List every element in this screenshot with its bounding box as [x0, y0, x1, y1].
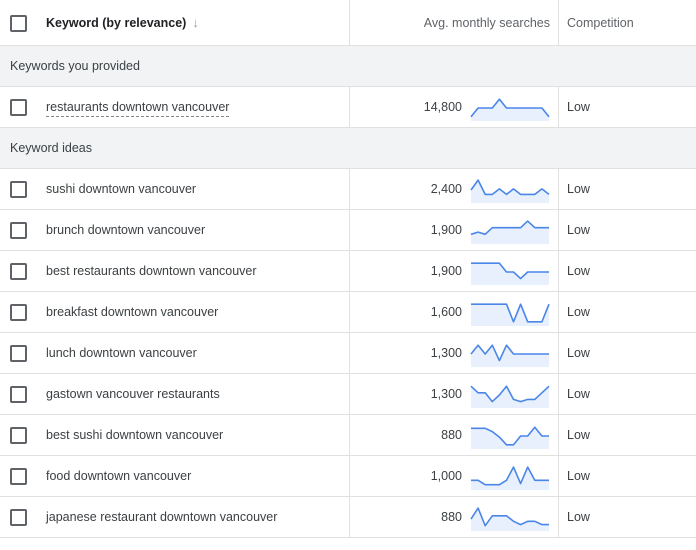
sort-arrow-down-icon[interactable]: ↓ — [192, 15, 199, 30]
trend-sparkline[interactable] — [469, 341, 551, 367]
avg-monthly-searches-value: 1,600 — [430, 305, 462, 319]
trend-area — [471, 263, 549, 285]
row-checkbox[interactable] — [10, 509, 27, 526]
trend-sparkline[interactable] — [469, 505, 551, 531]
table-row[interactable]: japanese restaurant downtown vancouver 88… — [0, 497, 696, 538]
table-row[interactable]: breakfast downtown vancouver 1,600 Low — [0, 292, 696, 333]
avg-monthly-searches-value: 1,900 — [430, 264, 462, 278]
trend-sparkline[interactable] — [469, 464, 551, 490]
row-checkbox[interactable] — [10, 99, 27, 116]
table-row[interactable]: best restaurants downtown vancouver 1,900… — [0, 251, 696, 292]
table-row[interactable]: restaurants downtown vancouver 14,800 Low — [0, 87, 696, 128]
trend-line — [470, 344, 549, 362]
trend-line — [471, 466, 549, 486]
trend-line — [471, 262, 549, 280]
row-checkbox[interactable] — [10, 222, 27, 239]
trend-area — [471, 386, 549, 408]
row-checkbox[interactable] — [10, 263, 27, 280]
avg-monthly-searches-value: 880 — [441, 510, 462, 524]
trend-area — [471, 180, 549, 203]
keyword-column-header[interactable]: Keyword (by relevance) ↓ — [46, 0, 199, 46]
select-all-checkbox[interactable] — [10, 14, 27, 32]
keyword-text: gastown vancouver restaurants — [46, 387, 220, 401]
avg-monthly-searches-value: 1,300 — [430, 387, 462, 401]
trend-sparkline[interactable] — [469, 218, 551, 244]
trend-area — [471, 99, 549, 121]
trend-sparkline[interactable] — [469, 95, 551, 121]
table-row[interactable]: sushi downtown vancouver 2,400 Low — [0, 169, 696, 210]
avg-monthly-searches-value: 1,900 — [430, 223, 462, 237]
keyword-text: breakfast downtown vancouver — [46, 305, 219, 319]
table-row[interactable]: brunch downtown vancouver 1,900 Low — [0, 210, 696, 251]
keyword-text: food downtown vancouver — [46, 469, 192, 483]
keyword-text: japanese restaurant downtown vancouver — [46, 510, 278, 524]
section-label: Keywords you provided — [10, 59, 140, 73]
row-checkbox[interactable] — [10, 427, 27, 444]
section-label: Keyword ideas — [10, 141, 92, 155]
competition-value: Low — [567, 346, 590, 360]
trend-line — [471, 303, 550, 323]
row-checkbox[interactable] — [10, 386, 27, 403]
column-divider — [349, 0, 350, 538]
keyword-table: Keyword (by relevance) ↓ Avg. monthly sea… — [0, 0, 696, 538]
trend-line — [470, 385, 550, 403]
table-row[interactable]: best sushi downtown vancouver 880 Low — [0, 415, 696, 456]
row-checkbox[interactable] — [10, 468, 27, 485]
keyword-text[interactable]: restaurants downtown vancouver — [46, 87, 230, 127]
avg-monthly-searches-value: 880 — [441, 428, 462, 442]
trend-line — [470, 220, 549, 236]
competition-value: Low — [567, 264, 590, 278]
trend-area — [471, 345, 549, 367]
trend-sparkline[interactable] — [469, 259, 551, 285]
competition-value: Low — [567, 100, 590, 114]
trend-sparkline[interactable] — [469, 177, 551, 203]
competition-value: Low — [567, 469, 590, 483]
trend-area — [471, 221, 549, 244]
keyword-column-label: Keyword (by relevance) — [46, 16, 187, 30]
trend-sparkline[interactable] — [469, 382, 551, 408]
table-header: Keyword (by relevance) ↓ Avg. monthly sea… — [0, 0, 696, 46]
row-checkbox[interactable] — [10, 304, 27, 321]
trend-line — [470, 98, 550, 118]
keyword-text: best restaurants downtown vancouver — [46, 264, 257, 278]
competition-value: Low — [567, 223, 590, 237]
trend-area — [471, 427, 549, 449]
trend-area — [471, 467, 549, 490]
trend-sparkline[interactable] — [469, 300, 551, 326]
avg-monthly-searches-value: 14,800 — [423, 100, 462, 114]
avg-monthly-searches-header[interactable]: Avg. monthly searches — [423, 16, 550, 30]
table-row[interactable]: gastown vancouver restaurants 1,300 Low — [0, 374, 696, 415]
column-divider — [558, 0, 559, 538]
trend-line — [470, 179, 550, 196]
avg-monthly-searches-value: 2,400 — [430, 182, 462, 196]
section-keywords-provided: Keywords you provided — [0, 46, 696, 87]
trend-line — [470, 507, 549, 527]
table-row[interactable]: lunch downtown vancouver 1,300 Low — [0, 333, 696, 374]
row-checkbox[interactable] — [10, 181, 27, 198]
competition-value: Low — [567, 428, 590, 442]
avg-monthly-searches-value: 1,300 — [430, 346, 462, 360]
table-row[interactable]: food downtown vancouver 1,000 Low — [0, 456, 696, 497]
keyword-text: brunch downtown vancouver — [46, 223, 206, 237]
competition-value: Low — [567, 305, 590, 319]
competition-value: Low — [567, 387, 590, 401]
avg-monthly-searches-value: 1,000 — [430, 469, 462, 483]
section-keyword-ideas: Keyword ideas — [0, 128, 696, 169]
keyword-text: lunch downtown vancouver — [46, 346, 197, 360]
competition-value: Low — [567, 182, 590, 196]
competition-value: Low — [567, 510, 590, 524]
trend-sparkline[interactable] — [469, 423, 551, 449]
row-checkbox[interactable] — [10, 345, 27, 362]
trend-line — [471, 426, 549, 446]
competition-header[interactable]: Competition — [567, 16, 634, 30]
keyword-text: best sushi downtown vancouver — [46, 428, 224, 442]
keyword-text: sushi downtown vancouver — [46, 182, 197, 196]
